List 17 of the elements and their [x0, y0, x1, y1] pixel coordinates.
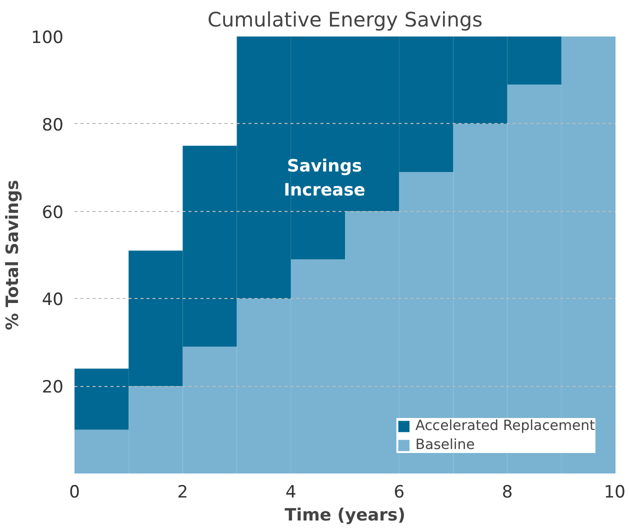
- y-tick-label: 20: [42, 378, 64, 398]
- x-tick-label: 6: [394, 482, 405, 502]
- y-tick-label: 100: [31, 28, 64, 48]
- x-tick-label: 10: [604, 482, 626, 502]
- y-axis-title: % Total Savings: [3, 180, 24, 330]
- y-tick-label: 40: [42, 290, 64, 310]
- x-tick-label: 0: [69, 482, 80, 502]
- x-tick-label: 2: [177, 482, 188, 502]
- legend-label: Accelerated Replacement: [415, 418, 595, 434]
- y-tick-label: 80: [42, 115, 64, 136]
- annotation: Savings Increase: [284, 156, 366, 200]
- legend-label: Baseline: [415, 437, 476, 453]
- x-axis-title: Time (years): [284, 506, 406, 526]
- chart-title: Cumulative Energy Savings: [207, 8, 483, 32]
- y-tick-label: 60: [42, 202, 64, 223]
- x-tick-label: 4: [285, 482, 296, 502]
- x-tick-label: 8: [502, 482, 513, 502]
